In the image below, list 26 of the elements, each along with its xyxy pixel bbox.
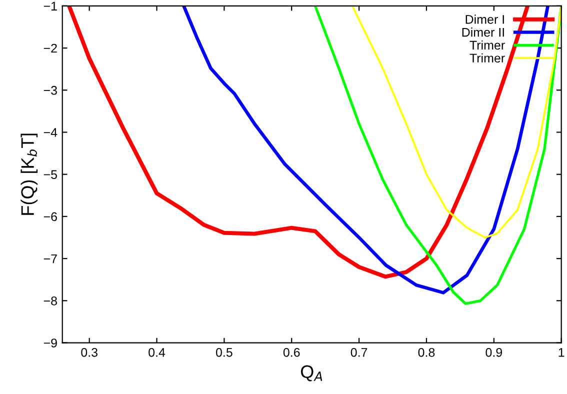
legend-label: Dimer II [462,28,504,37]
x-tick-label: 1 [558,348,564,357]
y-tick-label: −7 [44,254,57,264]
y-tick-label: −1 [44,2,57,10]
y-tick-label: −6 [44,212,57,222]
x-tick-label: 0.6 [283,348,300,357]
x-tick-label: 0.5 [216,348,232,357]
x-tick-label: 0.9 [486,348,502,357]
x-tick-label: 0.8 [418,348,435,357]
line-series [314,6,562,305]
x-axis-title: Q$_{A}$ [300,365,322,382]
line-series [182,6,550,294]
legend-label: Trimer [470,53,505,63]
legend-label: Dimer I [466,14,504,24]
y-tick-label: −2 [44,44,57,53]
y-tick-label: −4 [44,128,58,137]
x-tick-label: 0.4 [148,348,166,357]
x-tick-label: 0.3 [81,348,98,357]
legend-label: Trimer [470,40,505,50]
line-series [351,6,562,238]
y-tick-label: −8 [44,296,57,306]
y-tick-label: −3 [44,86,57,95]
y-tick-label: −5 [44,170,57,179]
y-axis-title: F(Q) [K$_{b}$T] [20,134,38,215]
y-tick-label: −9 [44,338,57,348]
x-tick-label: 0.7 [350,348,368,357]
